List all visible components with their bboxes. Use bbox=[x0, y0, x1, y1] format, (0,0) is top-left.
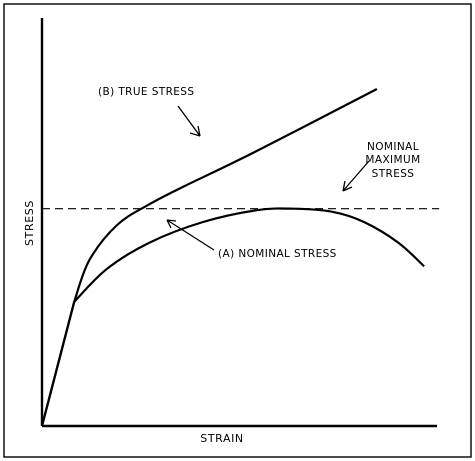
nominal-max-label-line-3: STRESS bbox=[372, 168, 415, 180]
nominal-stress-curve bbox=[40, 207, 425, 427]
true-stress-curve bbox=[40, 88, 378, 427]
x-axis-label: STRAIN bbox=[200, 432, 244, 445]
true-stress-label: (B) TRUE STRESS bbox=[98, 86, 194, 98]
true-stress-leader-arrow bbox=[177, 105, 201, 137]
nominal-stress-leader-arrow bbox=[166, 219, 215, 251]
y-axis-label: STRESS bbox=[23, 200, 36, 246]
nominal-max-leader-arrow bbox=[342, 160, 370, 192]
nominal-max-label-line-1: NOMINAL bbox=[367, 141, 419, 153]
nominal-max-label-line-2: MAXIMUM bbox=[365, 154, 420, 166]
nominal-stress-label: (A) NOMINAL STRESS bbox=[218, 248, 337, 260]
figure-border bbox=[3, 3, 472, 458]
